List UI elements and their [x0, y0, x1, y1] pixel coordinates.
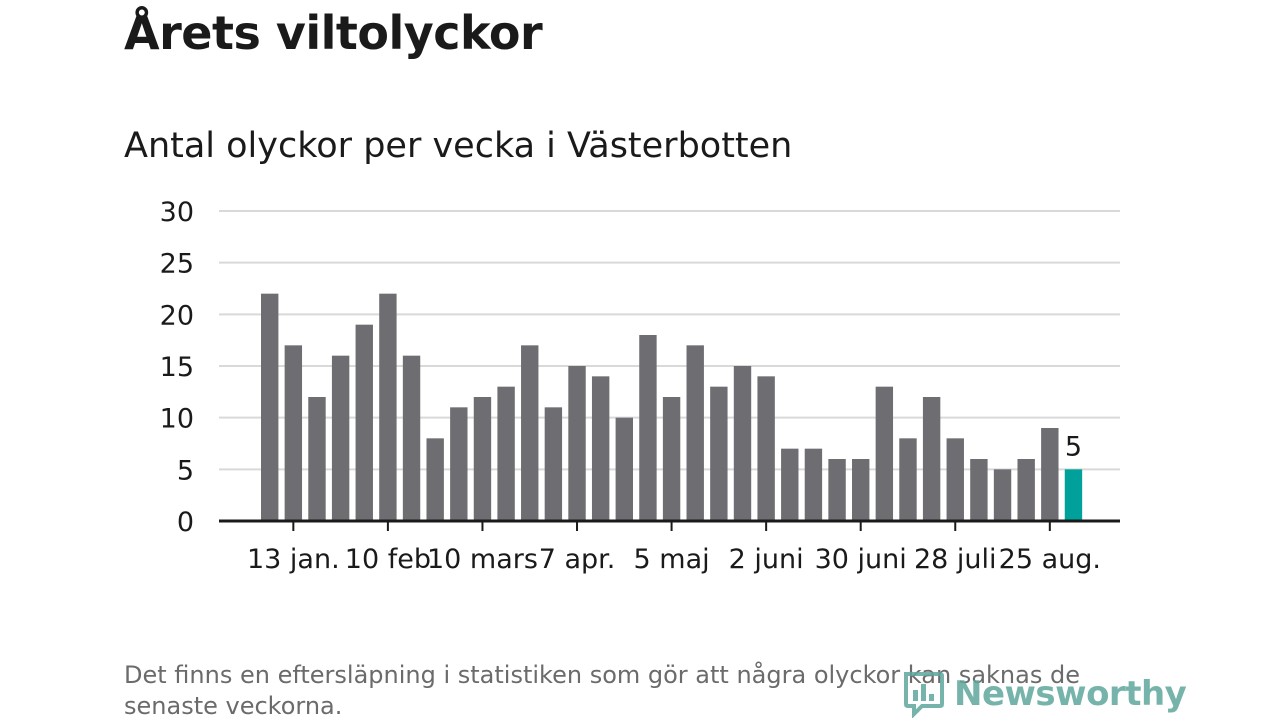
- bar-chart-logo-icon: [904, 672, 944, 718]
- bar: [1041, 428, 1059, 521]
- bar: [946, 438, 964, 521]
- bar: [757, 376, 775, 521]
- y-tick-label: 5: [177, 455, 194, 486]
- bar: [875, 386, 894, 521]
- bar: [473, 397, 492, 521]
- bar: [450, 407, 468, 521]
- bar: [568, 366, 586, 521]
- y-tick-label: 25: [160, 249, 194, 280]
- y-tick-label: 0: [177, 507, 194, 538]
- y-tick-label: 30: [160, 197, 194, 228]
- bar: [426, 438, 444, 521]
- bar: [804, 448, 823, 521]
- bar: [355, 324, 373, 521]
- bar: [402, 355, 421, 521]
- y-tick-label: 20: [160, 300, 194, 331]
- x-axis: [219, 519, 1120, 531]
- y-tick-label: 10: [160, 404, 194, 435]
- bar: [1017, 459, 1035, 521]
- data-labels: 5: [1065, 431, 1082, 462]
- x-tick-label: 5 maj: [634, 544, 710, 575]
- x-tick-label: 25 aug.: [999, 544, 1101, 575]
- bar: [781, 448, 799, 521]
- bar: [686, 345, 704, 521]
- bar: [379, 293, 397, 521]
- x-tick-label: 28 juli: [914, 544, 997, 575]
- bar: [591, 376, 610, 521]
- x-tick-label: 10 mars: [427, 544, 538, 575]
- bar: [852, 459, 870, 521]
- brand-logo: Newsworthy: [902, 668, 1187, 720]
- data-label: 5: [1065, 431, 1082, 462]
- bar: [828, 459, 846, 521]
- x-tick-label: 10 feb: [345, 544, 431, 575]
- bar: [284, 345, 303, 521]
- bar: [308, 397, 326, 521]
- bar: [970, 459, 988, 521]
- x-tick-label: 30 juni: [815, 544, 907, 575]
- bar: [922, 397, 941, 521]
- bars: [261, 293, 1083, 521]
- bar: [639, 335, 657, 521]
- bar: [497, 386, 515, 521]
- bar: [993, 469, 1012, 521]
- y-tick-label: 15: [160, 352, 194, 383]
- bar: [331, 355, 350, 521]
- brand-name: Newsworthy: [954, 674, 1187, 714]
- bar: [521, 345, 539, 521]
- chart-subtitle: Antal olyckor per vecka i Västerbotten: [124, 126, 793, 166]
- bar: [615, 417, 633, 521]
- bar: [544, 407, 563, 521]
- bar: [733, 366, 752, 521]
- x-tick-label: 7 apr.: [539, 544, 616, 575]
- bar-highlight: [1064, 469, 1083, 521]
- bar: [710, 386, 728, 521]
- bar: [662, 397, 681, 521]
- x-tick-label: 2 juni: [729, 544, 804, 575]
- bar: [899, 438, 917, 521]
- y-axis-tick-labels: 0 5 10 15 20 25 30: [160, 197, 194, 538]
- bar: [261, 293, 279, 521]
- x-tick-label: 13 jan.: [247, 544, 340, 575]
- chart-title: Årets viltolyckor: [124, 6, 543, 60]
